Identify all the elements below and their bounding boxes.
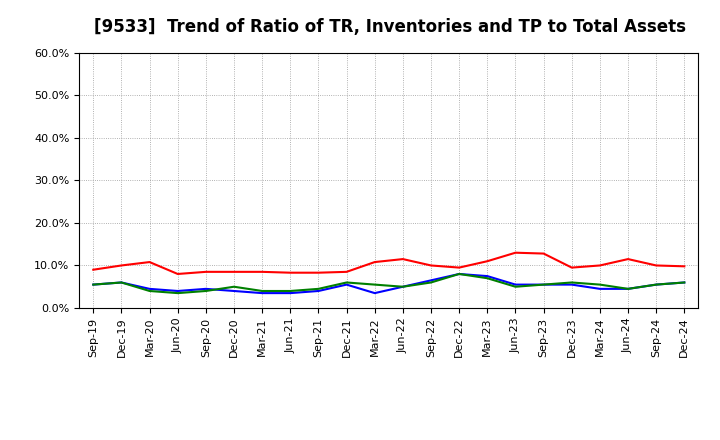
Inventories	[370, 290, 379, 296]
Trade Payables	[286, 288, 294, 293]
Trade Receivables	[595, 263, 604, 268]
Trade Receivables	[202, 269, 210, 275]
Trade Receivables	[427, 263, 436, 268]
Trade Payables	[624, 286, 632, 292]
Trade Receivables	[399, 257, 408, 262]
Inventories	[145, 286, 154, 292]
Trade Receivables	[567, 265, 576, 270]
Trade Payables	[145, 288, 154, 293]
Inventories	[427, 278, 436, 283]
Trade Receivables	[145, 260, 154, 265]
Trade Payables	[652, 282, 660, 287]
Trade Payables	[314, 286, 323, 292]
Trade Payables	[370, 282, 379, 287]
Inventories	[567, 282, 576, 287]
Trade Payables	[427, 280, 436, 285]
Trade Receivables	[652, 263, 660, 268]
Trade Receivables	[174, 271, 182, 277]
Trade Receivables	[455, 265, 464, 270]
Line: Trade Payables: Trade Payables	[94, 274, 684, 293]
Trade Payables	[89, 282, 98, 287]
Inventories	[342, 282, 351, 287]
Inventories	[595, 286, 604, 292]
Trade Receivables	[624, 257, 632, 262]
Trade Receivables	[117, 263, 126, 268]
Trade Payables	[202, 288, 210, 293]
Trade Payables	[174, 290, 182, 296]
Inventories	[539, 282, 548, 287]
Inventories	[286, 290, 294, 296]
Inventories	[624, 286, 632, 292]
Text: [9533]  Trend of Ratio of TR, Inventories and TP to Total Assets: [9533] Trend of Ratio of TR, Inventories…	[94, 18, 685, 36]
Trade Payables	[567, 280, 576, 285]
Inventories	[230, 288, 238, 293]
Trade Receivables	[342, 269, 351, 275]
Inventories	[202, 286, 210, 292]
Line: Trade Receivables: Trade Receivables	[94, 253, 684, 274]
Trade Receivables	[370, 260, 379, 265]
Trade Payables	[258, 288, 266, 293]
Inventories	[652, 282, 660, 287]
Trade Payables	[399, 284, 408, 290]
Trade Payables	[539, 282, 548, 287]
Trade Receivables	[680, 264, 688, 269]
Trade Receivables	[511, 250, 520, 255]
Inventories	[258, 290, 266, 296]
Trade Payables	[595, 282, 604, 287]
Trade Payables	[455, 271, 464, 277]
Trade Receivables	[539, 251, 548, 256]
Inventories	[174, 288, 182, 293]
Inventories	[117, 280, 126, 285]
Trade Receivables	[89, 267, 98, 272]
Trade Receivables	[314, 270, 323, 275]
Inventories	[89, 282, 98, 287]
Trade Payables	[483, 275, 492, 281]
Inventories	[680, 280, 688, 285]
Trade Payables	[680, 280, 688, 285]
Trade Receivables	[483, 259, 492, 264]
Trade Payables	[511, 284, 520, 290]
Inventories	[399, 284, 408, 290]
Trade Receivables	[286, 270, 294, 275]
Trade Receivables	[230, 269, 238, 275]
Trade Payables	[230, 284, 238, 290]
Trade Receivables	[258, 269, 266, 275]
Inventories	[455, 271, 464, 277]
Inventories	[314, 288, 323, 293]
Inventories	[483, 273, 492, 279]
Line: Inventories: Inventories	[94, 274, 684, 293]
Inventories	[511, 282, 520, 287]
Trade Payables	[117, 280, 126, 285]
Trade Payables	[342, 280, 351, 285]
